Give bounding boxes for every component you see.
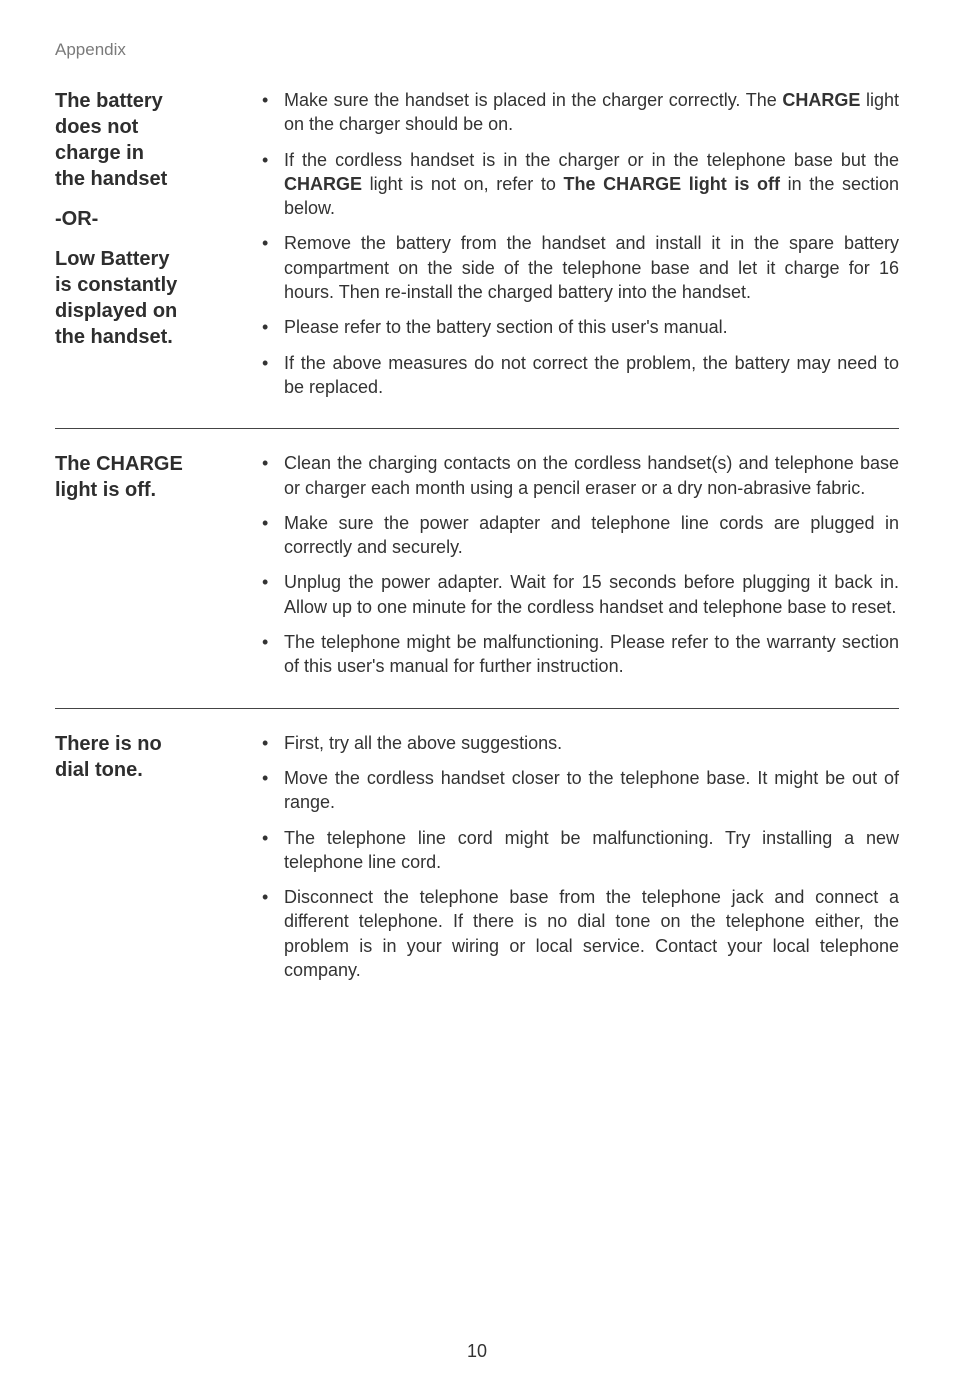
bullet-item: •Make sure the handset is placed in the …	[260, 88, 899, 137]
bullet-dot-icon: •	[260, 826, 284, 875]
bullet-dot-icon: •	[260, 630, 284, 679]
page-number: 10	[0, 1341, 954, 1362]
bullet-text: First, try all the above suggestions.	[284, 731, 899, 755]
section: There is nodial tone.•First, try all the…	[55, 708, 899, 1012]
bullet-dot-icon: •	[260, 231, 284, 304]
text-run: Make sure the power adapter and telephon…	[284, 513, 899, 557]
bullet-list: •Clean the charging contacts on the cord…	[260, 451, 899, 678]
bullet-text: Remove the battery from the handset and …	[284, 231, 899, 304]
bullet-text: Clean the charging contacts on the cordl…	[284, 451, 899, 500]
text-run: Remove the battery from the handset and …	[284, 233, 899, 302]
bullet-item: •The telephone line cord might be malfun…	[260, 826, 899, 875]
bullet-dot-icon: •	[260, 766, 284, 815]
bullet-text: If the above measures do not correct the…	[284, 351, 899, 400]
title-line: Low Battery	[55, 246, 250, 272]
title-block: The batterydoes notcharge inthe handset	[55, 88, 250, 192]
page-header: Appendix	[55, 40, 899, 60]
section-body-col: •First, try all the above suggestions.•M…	[260, 731, 899, 994]
title-line: is constantly	[55, 272, 250, 298]
bullet-text: The telephone might be malfunctioning. P…	[284, 630, 899, 679]
bullet-dot-icon: •	[260, 570, 284, 619]
bullet-text: Make sure the handset is placed in the c…	[284, 88, 899, 137]
bullet-text: The telephone line cord might be malfunc…	[284, 826, 899, 875]
title-line: the handset	[55, 166, 250, 192]
bold-run: The CHARGE light is off	[564, 174, 781, 194]
bullet-text: Unplug the power adapter. Wait for 15 se…	[284, 570, 899, 619]
section: The batterydoes notcharge inthe handset -…	[55, 88, 899, 428]
sections-container: The batterydoes notcharge inthe handset -…	[55, 88, 899, 1011]
bullet-text: Disconnect the telephone base from the t…	[284, 885, 899, 982]
bullet-dot-icon: •	[260, 731, 284, 755]
title-block: There is nodial tone.	[55, 731, 250, 783]
section-title-col: The batterydoes notcharge inthe handset -…	[55, 88, 260, 410]
bullet-item: •Move the cordless handset closer to the…	[260, 766, 899, 815]
title-block: The CHARGElight is off.	[55, 451, 250, 503]
text-run: The telephone might be malfunctioning. P…	[284, 632, 899, 676]
bold-run: CHARGE	[284, 174, 362, 194]
bullet-item: •Disconnect the telephone base from the …	[260, 885, 899, 982]
bullet-item: •Please refer to the battery section of …	[260, 315, 899, 339]
title-line: The battery	[55, 88, 250, 114]
bullet-item: •The telephone might be malfunctioning. …	[260, 630, 899, 679]
text-run: light is not on, refer to	[362, 174, 564, 194]
title-line: dial tone.	[55, 757, 250, 783]
text-run: Make sure the handset is placed in the c…	[284, 90, 782, 110]
bullet-text: Make sure the power adapter and telephon…	[284, 511, 899, 560]
bullet-list: •First, try all the above suggestions.•M…	[260, 731, 899, 983]
section-body-col: •Make sure the handset is placed in the …	[260, 88, 899, 410]
text-run: First, try all the above suggestions.	[284, 733, 562, 753]
text-run: Disconnect the telephone base from the t…	[284, 887, 899, 980]
bullet-text: Please refer to the battery section of t…	[284, 315, 899, 339]
title-line: There is no	[55, 731, 250, 757]
bullet-text: Move the cordless handset closer to the …	[284, 766, 899, 815]
bullet-dot-icon: •	[260, 88, 284, 137]
bullet-item: •First, try all the above suggestions.	[260, 731, 899, 755]
bullet-item: •Make sure the power adapter and telepho…	[260, 511, 899, 560]
title-line: does not	[55, 114, 250, 140]
bullet-item: •Unplug the power adapter. Wait for 15 s…	[260, 570, 899, 619]
bullet-dot-icon: •	[260, 351, 284, 400]
bullet-item: •If the above measures do not correct th…	[260, 351, 899, 400]
bullet-item: •Clean the charging contacts on the cord…	[260, 451, 899, 500]
text-run: The telephone line cord might be malfunc…	[284, 828, 899, 872]
bullet-dot-icon: •	[260, 315, 284, 339]
section-title-col: There is nodial tone.	[55, 731, 260, 994]
bullet-list: •Make sure the handset is placed in the …	[260, 88, 899, 399]
title-line: charge in	[55, 140, 250, 166]
title-block: Low Batteryis constantlydisplayed onthe …	[55, 246, 250, 350]
section-title-col: The CHARGElight is off.	[55, 451, 260, 689]
title-line: light is off.	[55, 477, 250, 503]
title-block: -OR-	[55, 206, 250, 232]
section: The CHARGElight is off.•Clean the chargi…	[55, 428, 899, 707]
text-run: Clean the charging contacts on the cordl…	[284, 453, 899, 497]
text-run: If the cordless handset is in the charge…	[284, 150, 899, 170]
title-line: The CHARGE	[55, 451, 250, 477]
bullet-item: •If the cordless handset is in the charg…	[260, 148, 899, 221]
bold-run: CHARGE	[782, 90, 860, 110]
bullet-item: •Remove the battery from the handset and…	[260, 231, 899, 304]
title-line: the handset.	[55, 324, 250, 350]
title-line: -OR-	[55, 206, 250, 232]
title-line: displayed on	[55, 298, 250, 324]
text-run: Unplug the power adapter. Wait for 15 se…	[284, 572, 899, 616]
text-run: If the above measures do not correct the…	[284, 353, 899, 397]
bullet-dot-icon: •	[260, 885, 284, 982]
section-body-col: •Clean the charging contacts on the cord…	[260, 451, 899, 689]
bullet-dot-icon: •	[260, 148, 284, 221]
bullet-text: If the cordless handset is in the charge…	[284, 148, 899, 221]
text-run: Please refer to the battery section of t…	[284, 317, 728, 337]
text-run: Move the cordless handset closer to the …	[284, 768, 899, 812]
bullet-dot-icon: •	[260, 511, 284, 560]
bullet-dot-icon: •	[260, 451, 284, 500]
